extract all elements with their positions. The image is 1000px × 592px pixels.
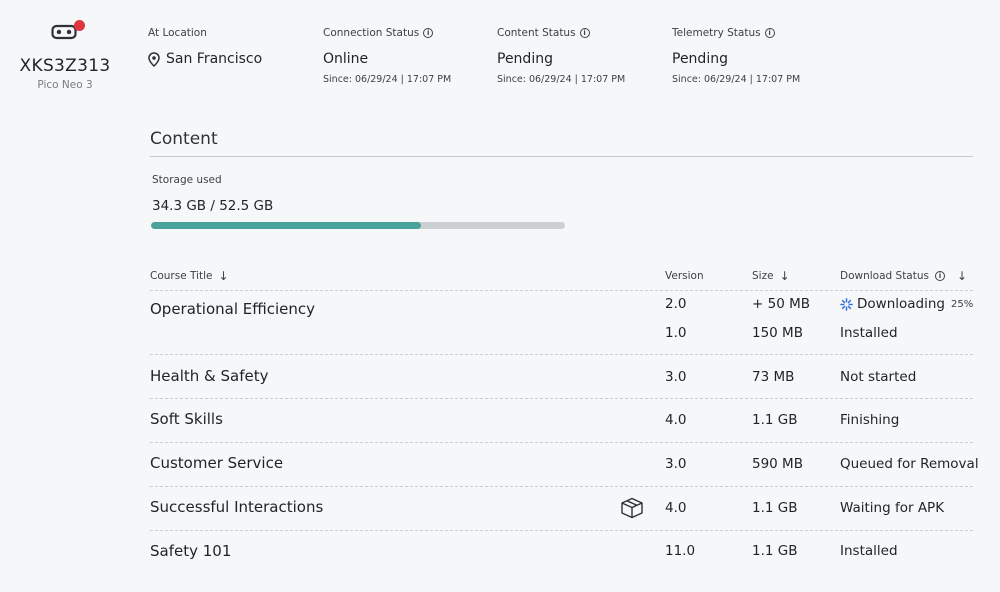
storage-value: 34.3 GB / 52.5 GB: [152, 198, 274, 214]
size-cell: 1.1 GB: [752, 500, 798, 516]
size-cell: 1.1 GB: [752, 412, 798, 428]
row-divider: [150, 354, 973, 355]
row-divider: [150, 530, 973, 531]
location-value: San Francisco: [166, 51, 263, 67]
sort-arrow-down-icon[interactable]: ↓: [779, 269, 790, 283]
version-cell: 2.0: [665, 296, 687, 312]
col-header-download-status[interactable]: Download Status i ↓: [840, 270, 967, 282]
connection-info: Connection Status i Online Since: 06/29/…: [323, 26, 451, 85]
size-cell: 150 MB: [752, 325, 803, 341]
row-divider: [150, 398, 973, 399]
location-info: At Location San Francisco: [148, 26, 262, 67]
row-divider: [150, 290, 973, 291]
col-header-size[interactable]: Size ↓: [752, 270, 790, 282]
map-pin-icon: [148, 51, 160, 67]
col-header-title[interactable]: Course Title ↓: [150, 270, 229, 282]
sort-arrow-down-icon[interactable]: ↓: [957, 269, 968, 283]
version-cell: 3.0: [665, 456, 687, 472]
package-icon[interactable]: [620, 497, 644, 519]
download-status-cell: Downloading 25%: [840, 296, 973, 312]
storage-progress-fill: [151, 222, 422, 229]
connection-since: Since: 06/29/24 | 17:07 PM: [323, 74, 452, 85]
info-icon[interactable]: i: [579, 28, 590, 38]
section-title: Content: [150, 129, 218, 149]
size-cell: 73 MB: [752, 369, 795, 385]
version-cell: 11.0: [665, 543, 696, 559]
download-status-cell: Queued for Removal: [840, 456, 979, 472]
col-header-download-status-label: Download Status: [840, 270, 929, 282]
col-header-size-label: Size: [752, 270, 774, 282]
col-header-version-label: Version: [665, 270, 704, 282]
section-divider: [150, 156, 973, 157]
info-icon[interactable]: i: [764, 28, 775, 38]
content-status-value: Pending: [497, 51, 553, 67]
row-divider: [150, 486, 973, 487]
size-cell: + 50 MB: [752, 296, 810, 312]
course-title[interactable]: Customer Service: [150, 454, 284, 472]
location-label: At Location: [148, 27, 207, 39]
size-cell: 1.1 GB: [752, 543, 798, 559]
version-cell: 4.0: [665, 500, 687, 516]
col-header-version: Version: [665, 270, 704, 282]
download-status-cell: Installed: [840, 543, 898, 559]
col-header-title-label: Course Title: [150, 270, 213, 282]
info-icon[interactable]: i: [423, 28, 434, 38]
download-status-cell: Not started: [840, 369, 917, 385]
course-title[interactable]: Health & Safety: [150, 367, 269, 385]
telemetry-value: Pending: [672, 51, 728, 67]
vr-headset-icon: [51, 20, 85, 44]
connection-value: Online: [323, 51, 369, 67]
telemetry-info: Telemetry Status i Pending Since: 06/29/…: [672, 26, 800, 85]
download-progress-percent: 25%: [950, 298, 974, 310]
version-cell: 3.0: [665, 369, 687, 385]
info-icon[interactable]: i: [935, 271, 945, 281]
download-status-text: Downloading: [857, 296, 945, 312]
row-divider: [150, 442, 973, 443]
connection-label: Connection Status: [323, 27, 420, 39]
storage-progress-bar: [151, 222, 565, 229]
size-cell: 590 MB: [752, 456, 803, 472]
content-status-label: Content Status: [497, 27, 576, 39]
course-title[interactable]: Successful Interactions: [150, 498, 324, 516]
version-cell: 4.0: [665, 412, 687, 428]
loading-spinner-icon: [840, 297, 853, 311]
telemetry-label: Telemetry Status: [672, 27, 761, 39]
device-model: Pico Neo 3: [37, 79, 93, 91]
device-name: XKS3Z313: [19, 56, 111, 76]
version-cell: 1.0: [665, 325, 687, 341]
telemetry-since: Since: 06/29/24 | 17:07 PM: [672, 74, 801, 85]
sort-arrow-down-icon[interactable]: ↓: [218, 269, 229, 283]
device-summary: XKS3Z313 Pico Neo 3: [0, 20, 130, 91]
download-status-cell: Finishing: [840, 412, 900, 428]
download-status-cell: Installed: [840, 325, 898, 341]
course-title[interactable]: Operational Efficiency: [150, 300, 316, 318]
course-title[interactable]: Safety 101: [150, 542, 232, 560]
content-status-info: Content Status i Pending Since: 06/29/24…: [497, 26, 625, 85]
download-status-cell: Waiting for APK: [840, 500, 945, 516]
course-title[interactable]: Soft Skills: [150, 410, 223, 428]
storage-label: Storage used: [152, 174, 222, 186]
device-status-dot: [74, 20, 85, 31]
content-status-since: Since: 06/29/24 | 17:07 PM: [497, 74, 626, 85]
